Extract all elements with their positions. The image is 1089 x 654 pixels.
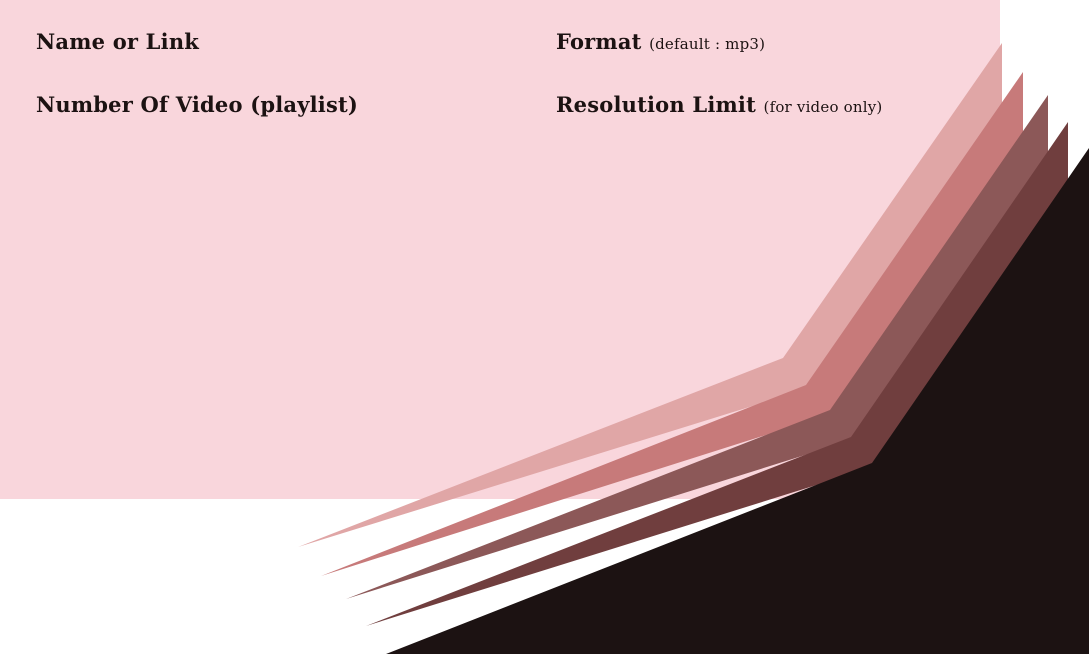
form-panel: Name or Link Format (default : mp3) Numb… (0, 0, 1000, 499)
name-or-link-field[interactable]: Name or Link (36, 29, 199, 54)
resolution-limit-field[interactable]: Resolution Limit (for video only) (556, 92, 882, 117)
format-field[interactable]: Format (default : mp3) (556, 29, 765, 54)
stripe-5 (386, 148, 1089, 654)
resolution-limit-label: Resolution Limit (556, 92, 756, 117)
stripe-2 (321, 72, 1023, 576)
number-of-video-label: Number Of Video (playlist) (36, 92, 359, 117)
format-hint: (default : mp3) (649, 35, 766, 53)
stripe-1 (298, 43, 1002, 547)
resolution-limit-hint: (for video only) (763, 98, 883, 116)
number-of-video-field[interactable]: Number Of Video (playlist) (36, 92, 358, 117)
name-or-link-label: Name or Link (36, 29, 200, 54)
stripe-4 (366, 122, 1068, 626)
stripe-3 (346, 95, 1048, 599)
format-label: Format (556, 29, 642, 54)
